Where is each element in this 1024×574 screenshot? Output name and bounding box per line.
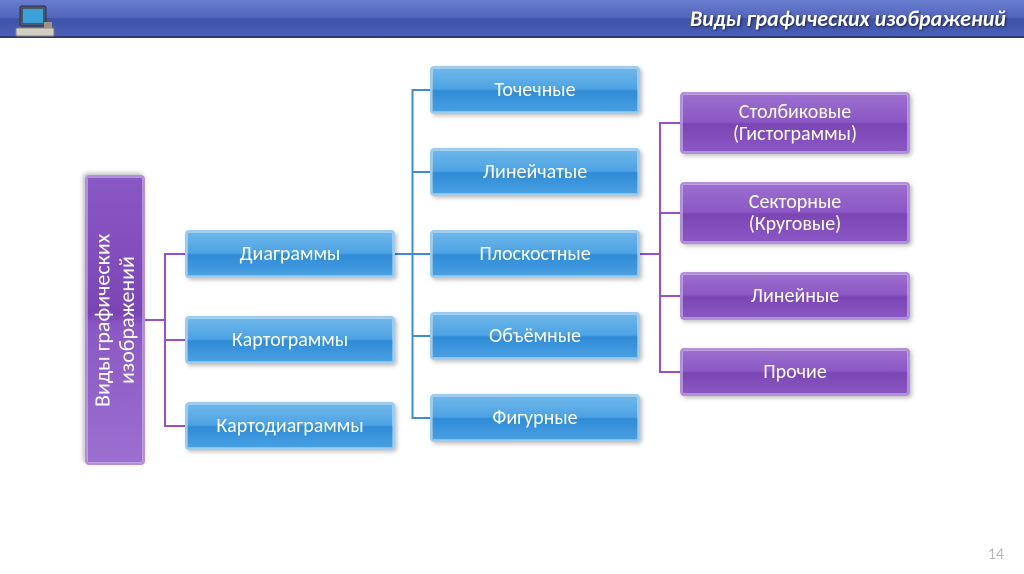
node-r3: Линейные: [680, 272, 910, 320]
edge-m3-r1: [640, 123, 680, 254]
edge-m3-r3: [640, 254, 680, 296]
computer-icon: [14, 2, 58, 42]
node-r2: Секторные(Круговые): [680, 182, 910, 244]
node-m3: Плоскостные: [430, 230, 640, 278]
page-number: 14: [988, 545, 1004, 564]
node-m1: Точечные: [430, 66, 640, 114]
edge-root-c3: [145, 320, 185, 426]
header-title: Виды графических изображений: [690, 5, 1006, 32]
edge-c1-m2: [395, 172, 430, 254]
edge-c1-m1: [395, 90, 430, 254]
node-root: Виды графическихизображений: [85, 175, 145, 465]
node-r1: Столбиковые(Гистограммы): [680, 92, 910, 154]
edge-root-c1: [145, 254, 185, 320]
node-m5: Фигурные: [430, 394, 640, 442]
edge-root-c2: [145, 320, 185, 340]
edge-c1-m4: [395, 254, 430, 336]
edge-m3-r2: [640, 213, 680, 254]
node-c3: Картодиаграммы: [185, 402, 395, 450]
node-m2: Линейчатые: [430, 148, 640, 196]
node-c1: Диаграммы: [185, 230, 395, 278]
header-bar: Виды графических изображений: [0, 0, 1024, 38]
edge-m3-r4: [640, 254, 680, 372]
slide-canvas: { "header": { "title": "Виды графических…: [0, 0, 1024, 574]
edge-c1-m5: [395, 254, 430, 418]
node-c2: Картограммы: [185, 316, 395, 364]
node-r4: Прочие: [680, 348, 910, 396]
node-m4: Объёмные: [430, 312, 640, 360]
